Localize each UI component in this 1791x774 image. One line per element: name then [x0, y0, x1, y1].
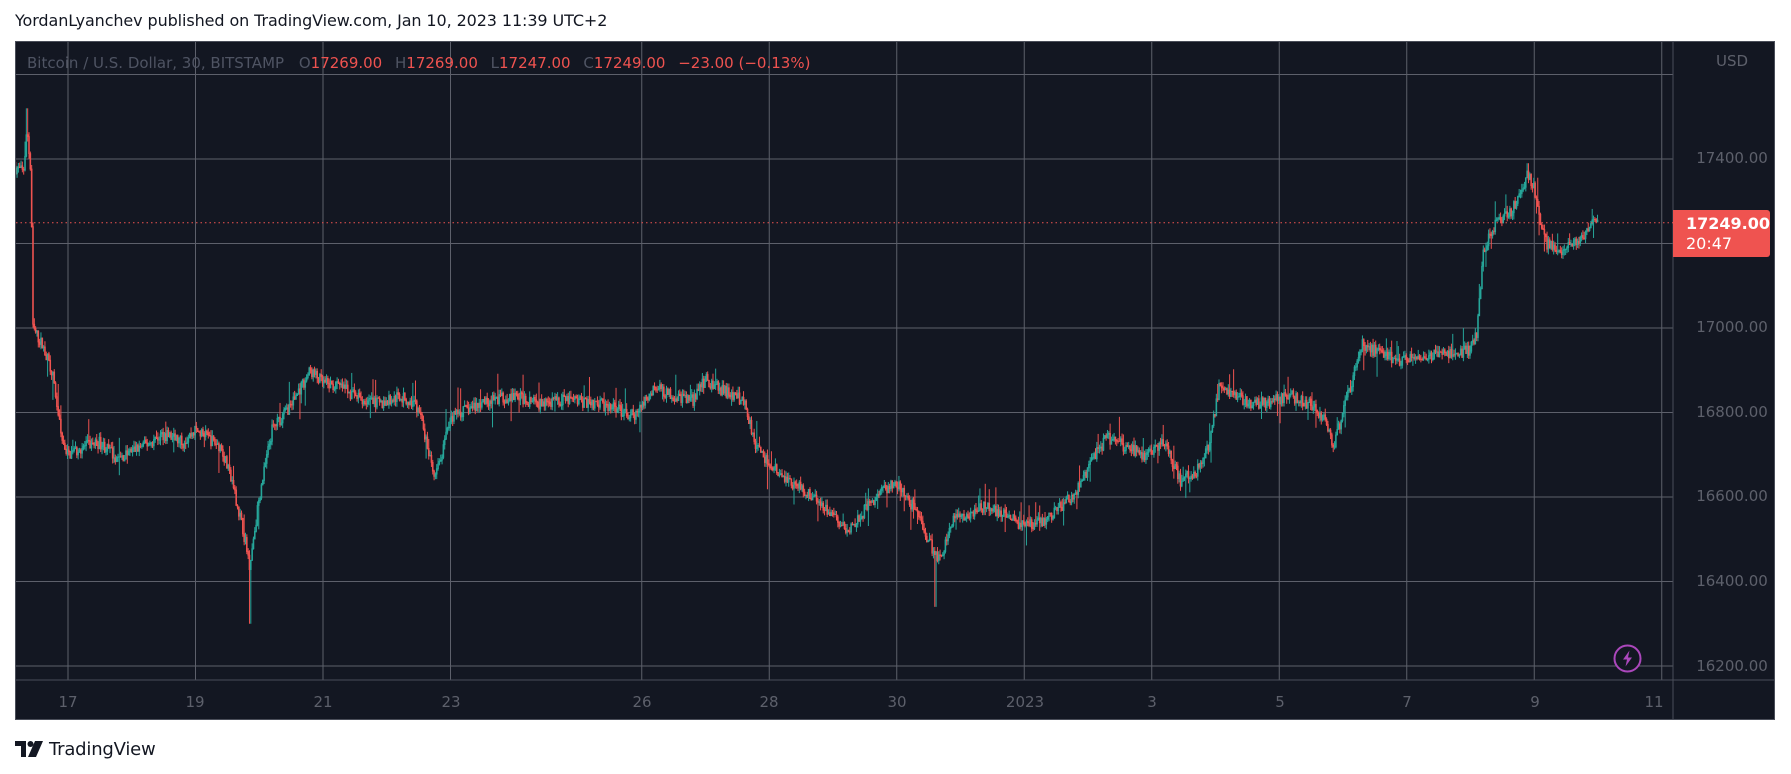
time-tick: 5: [1275, 693, 1285, 711]
time-tick: 19: [185, 693, 205, 711]
time-tick: 9: [1530, 693, 1540, 711]
high-label: H: [395, 54, 407, 72]
last-price-badge: 17249.00 20:47: [1673, 210, 1770, 257]
brand-name: TradingView: [49, 738, 156, 760]
last-price-value: 17249.00: [1686, 214, 1771, 233]
time-tick: 26: [632, 693, 652, 711]
time-tick: 23: [441, 693, 461, 711]
open-label: O: [298, 54, 311, 72]
time-tick: 2023: [1005, 693, 1045, 711]
time-tick: 11: [1644, 693, 1664, 711]
price-tick: 16400.00: [1696, 572, 1768, 590]
time-tick: 3: [1147, 693, 1157, 711]
symbol-title[interactable]: Bitcoin / U.S. Dollar, 30, BITSTAMP: [27, 54, 285, 72]
tradingview-logo[interactable]: TradingView: [15, 738, 156, 760]
tradingview-logo-icon: [15, 741, 43, 757]
low-label: L: [490, 54, 500, 72]
time-tick: 30: [887, 693, 907, 711]
price-tick: 17000.00: [1696, 318, 1768, 336]
time-tick: 21: [313, 693, 333, 711]
price-tick: 16200.00: [1696, 657, 1768, 675]
bar-countdown: 20:47: [1686, 234, 1733, 253]
close-value: 17249.00: [593, 54, 666, 72]
price-tick: 16800.00: [1696, 403, 1768, 421]
low-value: 17247.00: [499, 54, 571, 72]
chart-panel[interactable]: Bitcoin / U.S. Dollar, 30, BITSTAMP O172…: [15, 41, 1775, 720]
candlestick-plot[interactable]: [16, 42, 1775, 720]
change-value: −23.00 (−0.13%): [678, 54, 811, 72]
published-header: YordanLyanchev published on TradingView.…: [15, 11, 608, 30]
currency-label[interactable]: USD: [1715, 52, 1749, 70]
open-value: 17269.00: [310, 54, 383, 72]
high-value: 17269.00: [406, 54, 478, 72]
time-tick: 7: [1402, 693, 1412, 711]
ohlc-legend: Bitcoin / U.S. Dollar, 30, BITSTAMP O172…: [27, 54, 810, 72]
close-label: C: [583, 54, 594, 72]
lightning-icon[interactable]: [1613, 644, 1642, 673]
time-tick: 28: [759, 693, 779, 711]
price-tick: 16600.00: [1696, 487, 1768, 505]
price-tick: 17400.00: [1696, 149, 1768, 167]
time-tick: 17: [58, 693, 78, 711]
